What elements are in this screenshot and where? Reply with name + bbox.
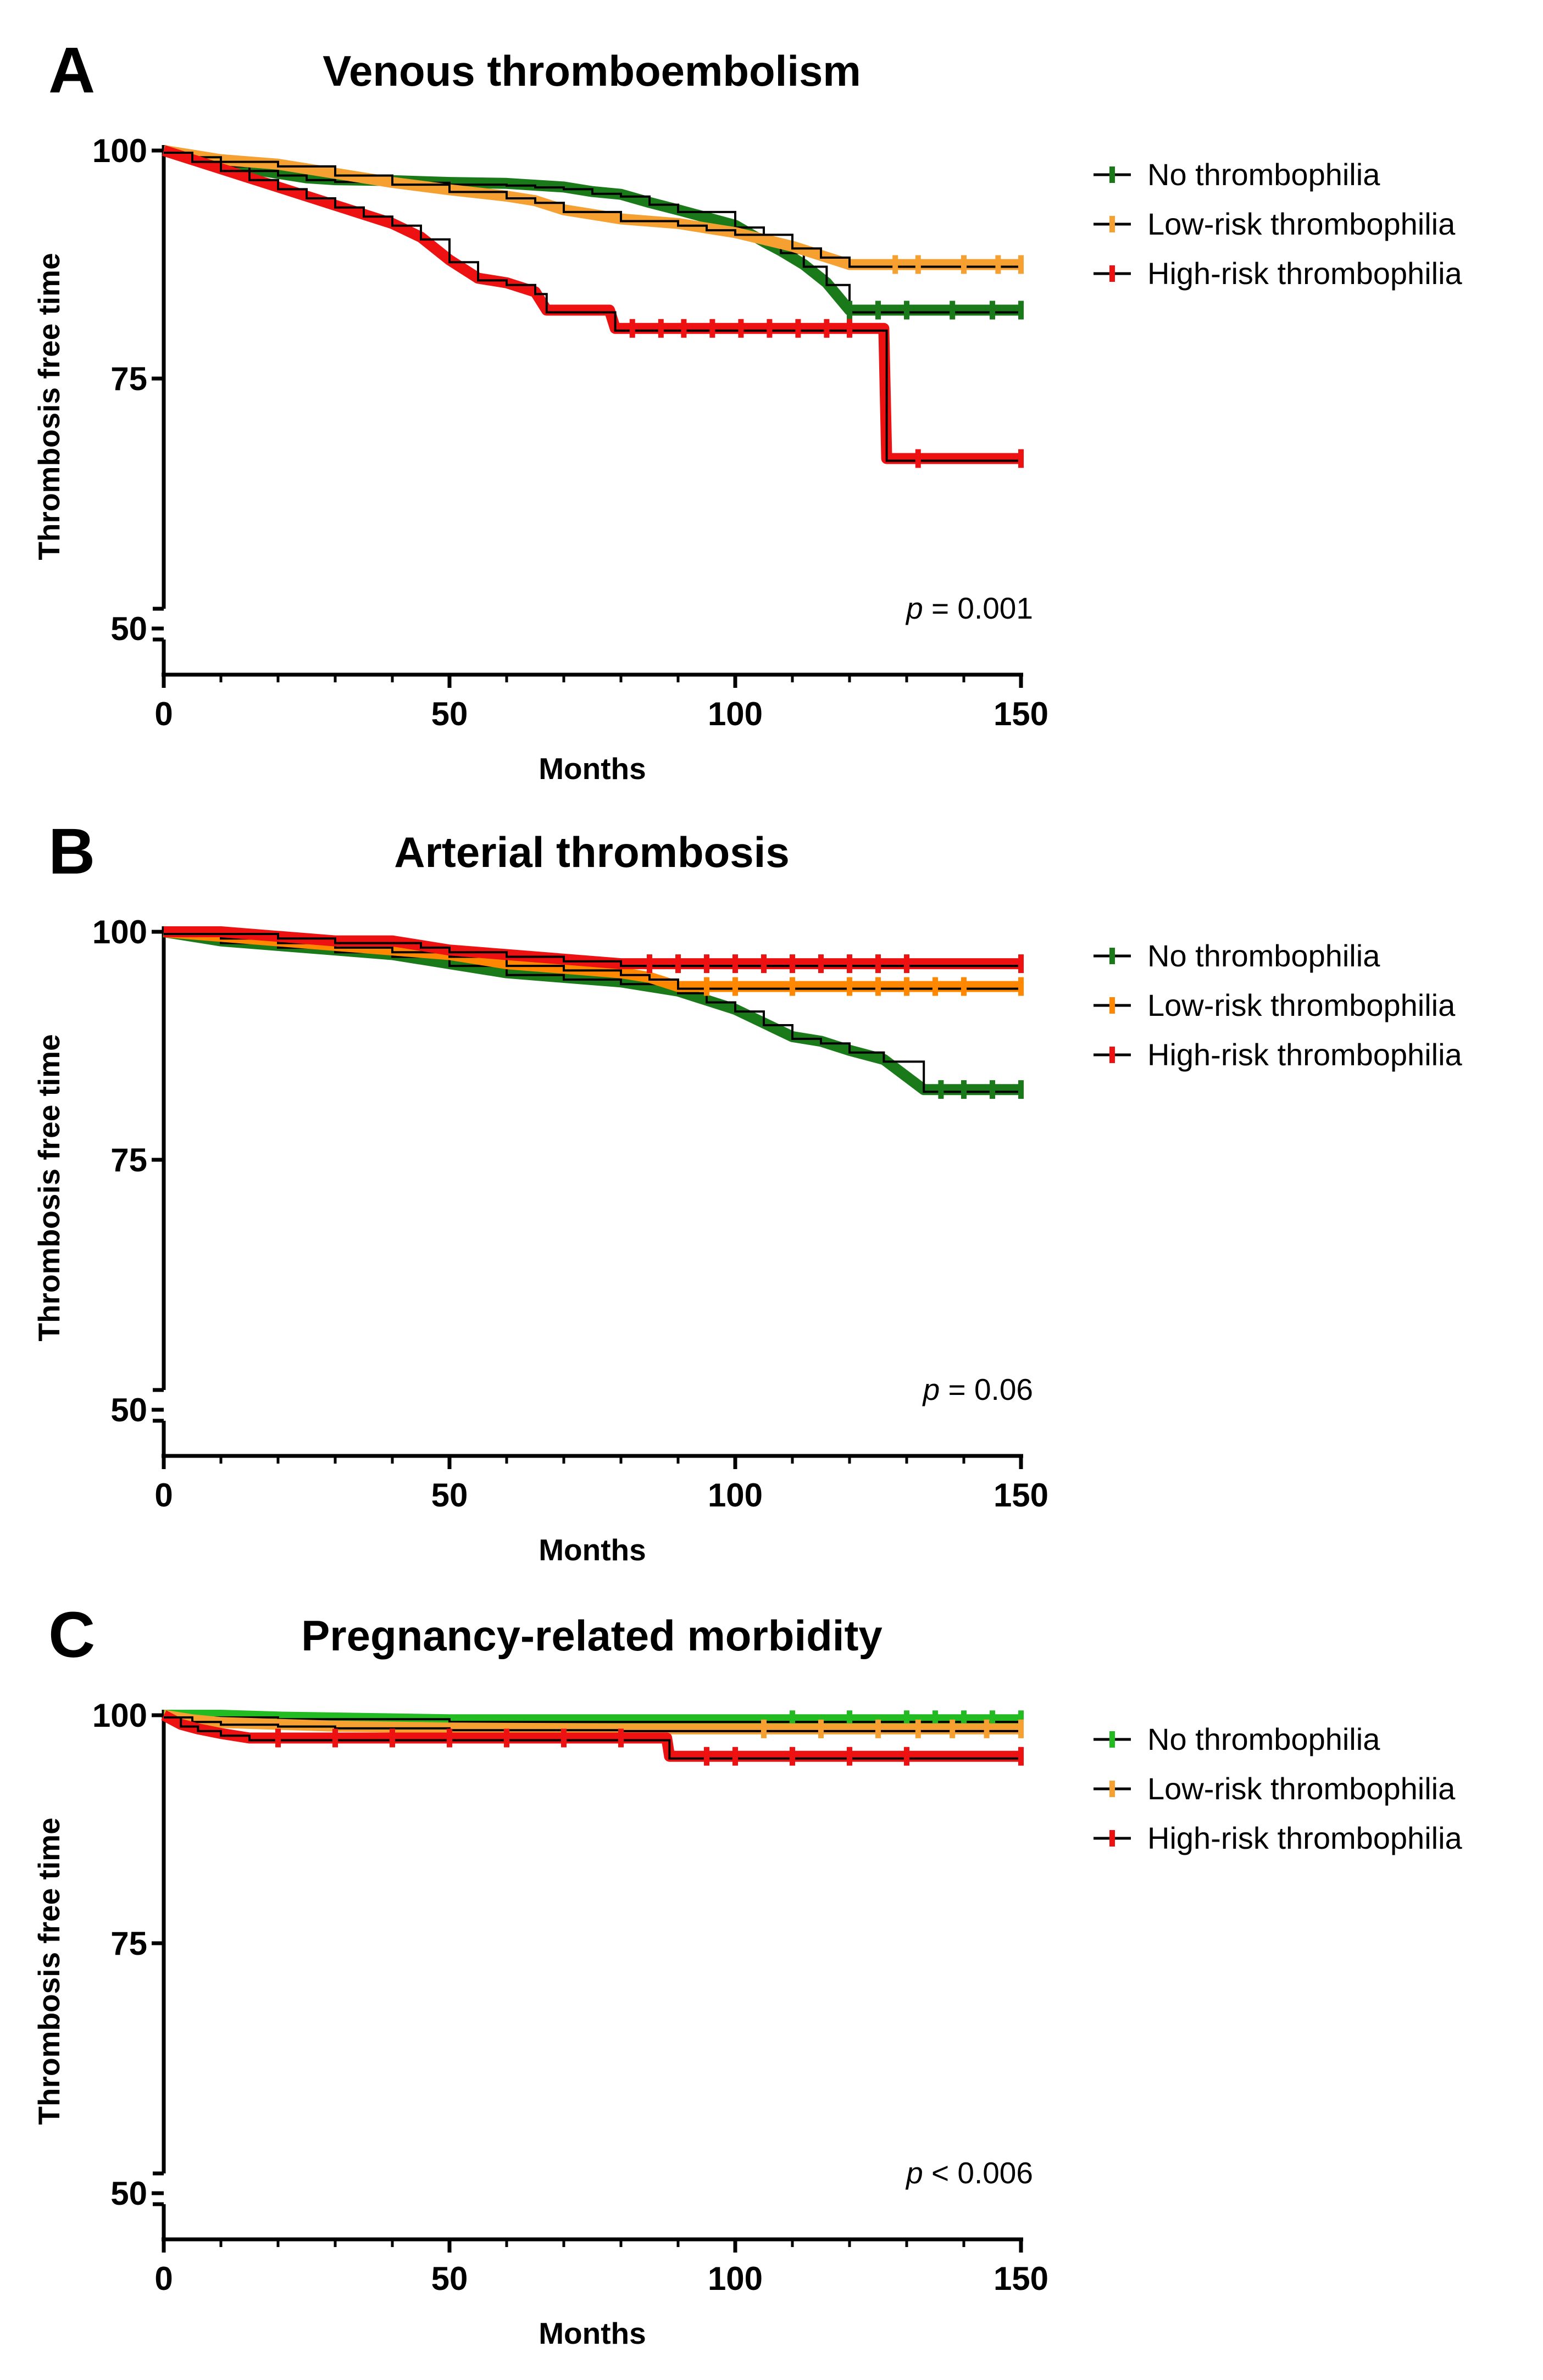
legend-label: No thrombophilia bbox=[1147, 1722, 1380, 1756]
x-tick-label: 0 bbox=[154, 696, 173, 732]
y-tick-label: 75 bbox=[110, 1925, 147, 1962]
y-tick-label: 50 bbox=[110, 2175, 147, 2212]
legend-label: High-risk thrombophilia bbox=[1147, 256, 1463, 291]
x-tick-label: 0 bbox=[154, 1477, 173, 1514]
x-tick-label: 50 bbox=[431, 696, 468, 732]
y-tick-label: 50 bbox=[110, 1392, 147, 1428]
panel-letter: C bbox=[48, 1599, 95, 1671]
y-tick-label: 75 bbox=[110, 360, 147, 397]
x-axis-label: Months bbox=[539, 2316, 646, 2350]
series-1 bbox=[162, 145, 1024, 320]
x-tick-label: 100 bbox=[708, 696, 763, 732]
chart-title: Arterial thrombosis bbox=[394, 828, 789, 876]
x-tick-label: 150 bbox=[993, 696, 1048, 732]
y-tick-label: 50 bbox=[110, 610, 147, 647]
step-line bbox=[164, 152, 1021, 314]
legend-item: No thrombophilia bbox=[1094, 157, 1380, 192]
legend-label: High-risk thrombophilia bbox=[1147, 1037, 1463, 1072]
step-line bbox=[164, 1716, 1021, 1760]
panel-b: B Arterial thrombosis 50 75 100 0 50 100 150 Mont… bbox=[32, 815, 1463, 1567]
x-tick-label: 100 bbox=[708, 1477, 763, 1514]
legend-label: Low-risk thrombophilia bbox=[1147, 207, 1456, 241]
legend-item: High-risk thrombophilia bbox=[1094, 256, 1463, 291]
survival-band bbox=[163, 145, 1021, 270]
step-line bbox=[164, 152, 1021, 462]
y-tick-label: 75 bbox=[110, 1142, 147, 1178]
legend-item: No thrombophilia bbox=[1094, 938, 1380, 973]
legend-label: Low-risk thrombophilia bbox=[1147, 1771, 1456, 1806]
x-tick-label: 150 bbox=[993, 1477, 1048, 1514]
legend-item: High-risk thrombophilia bbox=[1094, 1821, 1463, 1855]
series-2 bbox=[163, 145, 1024, 274]
panel-a: A Venous thromboembolism 50 75 100 0 50 100 150 M… bbox=[32, 34, 1463, 786]
legend-item: No thrombophilia bbox=[1094, 1722, 1380, 1756]
p-value: p = 0.06 bbox=[922, 1372, 1033, 1406]
y-axis-label: Thrombosis free time bbox=[32, 253, 66, 560]
x-tick-label: 150 bbox=[993, 2260, 1048, 2297]
legend-label: High-risk thrombophilia bbox=[1147, 1821, 1463, 1855]
legend-item: Low-risk thrombophilia bbox=[1094, 988, 1456, 1022]
p-value: p < 0.006 bbox=[905, 2156, 1033, 2190]
x-tick-label: 50 bbox=[431, 1477, 468, 1514]
x-axis-label: Months bbox=[539, 752, 646, 786]
panel-letter: B bbox=[48, 815, 95, 888]
x-tick-label: 50 bbox=[431, 2260, 468, 2297]
chart-title: Venous thromboembolism bbox=[323, 47, 861, 95]
chart-title: Pregnancy-related morbidity bbox=[301, 1611, 882, 1660]
step-line bbox=[164, 152, 1021, 268]
p-value: p = 0.001 bbox=[905, 591, 1033, 625]
panel-letter: A bbox=[48, 34, 95, 107]
legend-item: Low-risk thrombophilia bbox=[1094, 1771, 1456, 1806]
panel-c: C Pregnancy-related morbidity 50 75 100 0 50 10… bbox=[32, 1599, 1463, 2350]
x-axis-label: Months bbox=[539, 1533, 646, 1567]
survival-band bbox=[163, 926, 1021, 1096]
series-3 bbox=[161, 1710, 1024, 1766]
y-tick-label: 100 bbox=[92, 132, 147, 169]
y-tick-label: 100 bbox=[92, 1697, 147, 1734]
x-tick-label: 0 bbox=[154, 2260, 173, 2297]
legend-label: Low-risk thrombophilia bbox=[1147, 988, 1456, 1022]
y-axis-label: Thrombosis free time bbox=[32, 1817, 66, 2125]
legend-label: No thrombophilia bbox=[1147, 157, 1380, 192]
step-line bbox=[164, 933, 1021, 967]
y-axis-label: Thrombosis free time bbox=[32, 1034, 66, 1341]
x-tick-label: 100 bbox=[708, 2260, 763, 2297]
series-3 bbox=[162, 145, 1024, 468]
series-3 bbox=[164, 926, 1024, 974]
y-tick-label: 100 bbox=[92, 914, 147, 950]
legend-item: Low-risk thrombophilia bbox=[1094, 207, 1456, 241]
legend-item: High-risk thrombophilia bbox=[1094, 1037, 1463, 1072]
legend-label: No thrombophilia bbox=[1147, 938, 1380, 973]
